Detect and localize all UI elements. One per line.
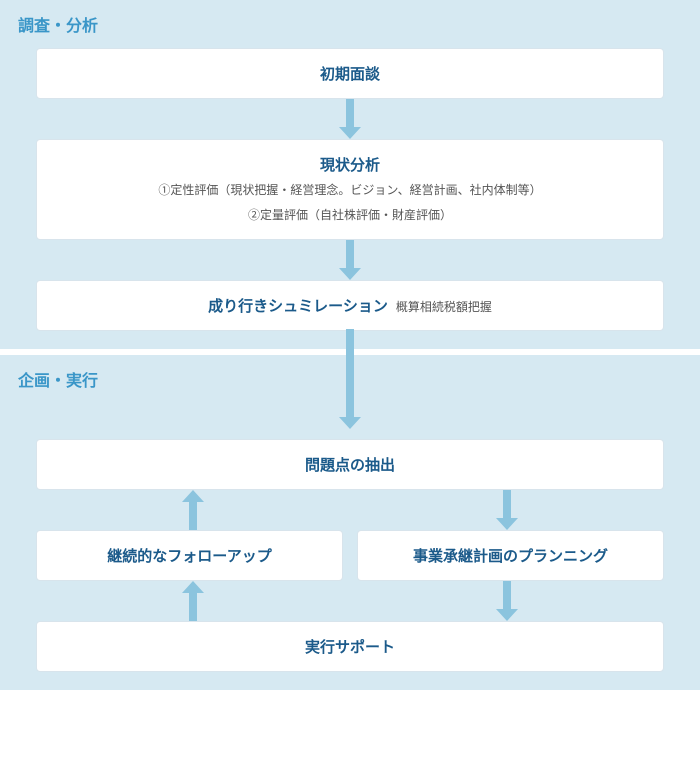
arrow-row-merge [36, 581, 664, 621]
arrow-down-1 [18, 99, 682, 139]
box-issue-extraction: 問題点の抽出 [36, 439, 664, 490]
box-title: 事業承継計画のプランニング [368, 545, 653, 566]
arrow-down-cross [338, 329, 362, 429]
box-title: 問題点の抽出 [57, 454, 643, 475]
box-title: 成り行きシュミレーション [208, 295, 388, 316]
box-simulation: 成り行きシュミレーション 概算相続税額把握 [36, 280, 664, 331]
box-title: 初期面談 [57, 63, 643, 84]
box-title: 現状分析 [57, 154, 643, 175]
inline-pair: 成り行きシュミレーション 概算相続税額把握 [57, 295, 643, 316]
box-sub: ①定性評価（現状把握・経営理念。ビジョン、経営計画、社内体制等） [57, 181, 643, 200]
box-current-analysis: 現状分析 ①定性評価（現状把握・経営理念。ビジョン、経営計画、社内体制等） ②定… [36, 139, 664, 240]
arrow-down-2 [18, 240, 682, 280]
arrow-row-split [36, 490, 664, 530]
box-inline-sub: 概算相続税額把握 [396, 298, 492, 315]
box-execution-support: 実行サポート [36, 621, 664, 672]
arrow-up-left [36, 490, 350, 530]
arrow-down-right [350, 490, 664, 530]
box-title: 実行サポート [57, 636, 643, 657]
section-title: 調査・分析 [18, 12, 682, 36]
section-research: 調査・分析 初期面談 現状分析 ①定性評価（現状把握・経営理念。ビジョン、経営計… [0, 0, 700, 349]
box-sub: ②定量評価（自社株評価・財産評価） [57, 206, 643, 225]
box-row-pair: 継続的なフォローアップ 事業承継計画のプランニング [36, 530, 664, 581]
box-planning: 事業承継計画のプランニング [357, 530, 664, 581]
arrow-up-left-2 [36, 581, 350, 621]
box-title: 継続的なフォローアップ [47, 545, 332, 566]
box-followup: 継続的なフォローアップ [36, 530, 343, 581]
box-initial-meeting: 初期面談 [36, 48, 664, 99]
arrow-down-right-2 [350, 581, 664, 621]
